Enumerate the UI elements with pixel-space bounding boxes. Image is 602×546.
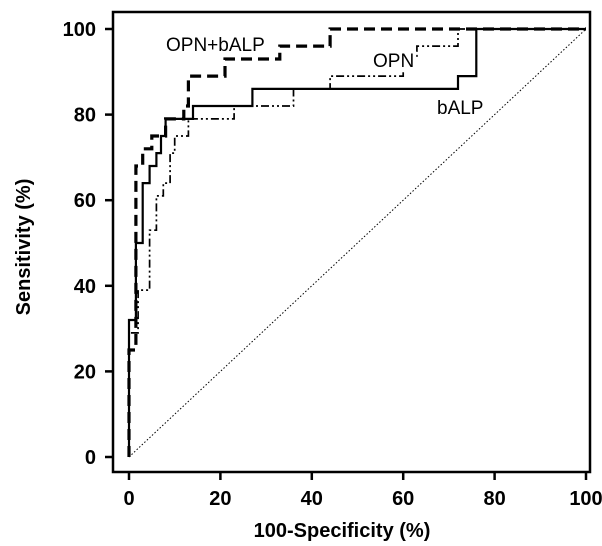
x-axis-ticks: 0 20 40 60 80 100: [123, 472, 602, 510]
series-label-opn-balp: OPN+bALP: [166, 35, 265, 56]
x-tick-label: 80: [483, 488, 505, 510]
series-label-balp: bALP: [437, 98, 483, 119]
y-axis-ticks: 0 20 40 60 80 100: [63, 19, 113, 469]
series-label-bg: [371, 51, 417, 72]
y-tick-label: 40: [74, 276, 96, 298]
series-label-opn: OPN: [373, 51, 414, 72]
series-label-bg: [164, 35, 267, 56]
y-tick-label: 60: [74, 190, 96, 212]
x-tick-label: 20: [209, 488, 231, 510]
series-line-balp: [127, 27, 586, 457]
x-tick-label: 100: [569, 488, 602, 510]
series-labels: OPN+bALP OPN bALP: [164, 35, 483, 119]
x-axis-title: 100-Specificity (%): [254, 520, 431, 542]
y-tick-label: 20: [74, 361, 96, 383]
x-tick-label: 0: [123, 488, 134, 510]
y-tick-label: 80: [74, 105, 96, 127]
x-tick-label: 40: [301, 488, 323, 510]
plot-frame: [111, 10, 592, 474]
x-tick-label: 60: [392, 488, 414, 510]
series-layer: [127, 27, 587, 458]
y-tick-label: 0: [85, 447, 96, 469]
y-tick-label: 100: [63, 19, 96, 41]
series-line-opn-balp: [127, 27, 586, 457]
series-line-reference: [128, 28, 587, 458]
y-axis-title: Sensitivity (%): [13, 179, 35, 316]
